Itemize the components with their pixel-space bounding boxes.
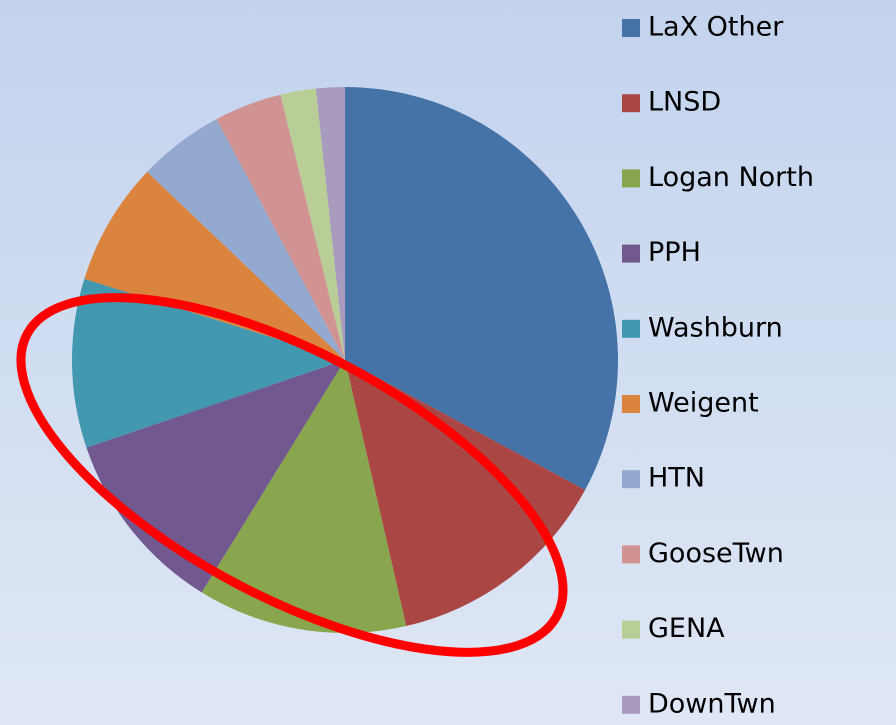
pie-slice xyxy=(84,171,346,360)
legend-label: LaX Other xyxy=(648,12,784,43)
legend-swatch xyxy=(622,169,640,188)
legend-swatch xyxy=(622,395,640,413)
pie-slice xyxy=(71,278,345,448)
legend-swatch xyxy=(622,695,640,714)
legend-swatch xyxy=(622,94,640,113)
pie-slice xyxy=(345,360,586,627)
pie-slice xyxy=(345,87,619,491)
legend-swatch xyxy=(622,470,640,489)
pie-slice xyxy=(216,94,345,360)
legend-label: Washburn xyxy=(648,312,783,343)
legend-swatch xyxy=(622,244,640,263)
legend-label: PPH xyxy=(648,237,701,268)
legend-swatch xyxy=(622,545,640,564)
legend-label: Logan North xyxy=(648,162,814,193)
pie-slice xyxy=(280,88,345,361)
legend-label: Weigent xyxy=(648,388,759,419)
legend-label: HTN xyxy=(648,463,705,494)
legend-label: LNSD xyxy=(648,87,721,118)
legend: LaX Other LNSD Logan North PPH Washburn Weige… xyxy=(622,12,814,719)
pie-slice xyxy=(201,360,407,633)
legend-swatch xyxy=(622,319,640,338)
legend-swatch xyxy=(622,19,640,37)
legend-label: GooseTwn xyxy=(648,538,784,569)
pie-slice xyxy=(147,119,345,361)
highlight-ellipse xyxy=(16,293,568,657)
legend-label: DownTwn xyxy=(648,688,776,719)
pie-slice xyxy=(315,87,345,360)
legend-label: GENA xyxy=(648,613,725,644)
legend-swatch xyxy=(622,620,640,639)
